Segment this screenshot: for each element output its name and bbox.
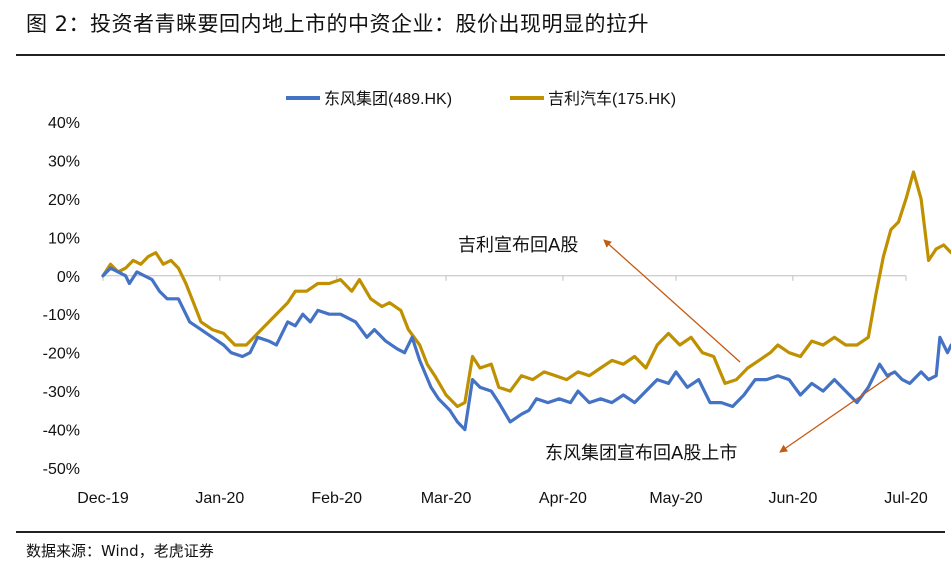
series-line-geely [101,170,951,409]
top-divider [16,54,945,56]
annotation-dongfeng-a-share: 东风集团宣布回A股上市 [545,443,737,464]
y-axis: 40% 30% 20% 10% 0% -10% -20% -30% -40% -50% [43,115,80,478]
plot-lines [101,170,951,432]
annotation-arrow-dongfeng [779,375,891,453]
annotation-arrow-geely [603,239,741,363]
x-tick-label: Jan-20 [195,490,244,507]
x-tick-label: Apr-20 [539,490,587,507]
source-note: 数据来源：Wind，老虎证券 [26,542,214,560]
annotations: 吉利宣布回A股 东风集团宣布回A股上市 [458,235,891,464]
annotation-geely-a-share: 吉利宣布回A股 [458,235,578,256]
bottom-divider [16,531,945,533]
y-tick-label: -20% [43,346,80,363]
y-tick-label: -30% [43,384,80,401]
x-tick-label: Mar-20 [421,490,472,507]
y-tick-label: -50% [43,461,80,478]
series-line-dongfeng [101,266,951,432]
x-tick-label: Jun-20 [768,490,817,507]
x-tick-label: Feb-20 [311,490,362,507]
y-tick-label: 0% [57,269,80,286]
y-tick-label: 40% [48,115,80,132]
x-tick-label: Jul-20 [884,490,928,507]
x-tick-label: May-20 [649,490,702,507]
page-title: 图 2：投资者青睐要回内地上市的中资企业：股价出现明显的拉升 [26,12,650,36]
y-tick-label: 20% [48,192,80,209]
legend-label-geely: 吉利汽车(175.HK) [548,90,676,108]
legend-label-dongfeng: 东风集团(489.HK) [324,90,452,108]
y-tick-label: -40% [43,423,80,440]
y-tick-label: 10% [48,230,80,247]
y-tick-label: -10% [43,307,80,324]
x-axis: Dec-19 Jan-20 Feb-20 Mar-20 Apr-20 May-20 Jun-… [77,275,928,507]
y-tick-label: 30% [48,153,80,170]
x-tick-label: Dec-19 [77,490,129,507]
legend: 东风集团(489.HK) 吉利汽车(175.HK) [286,90,676,108]
